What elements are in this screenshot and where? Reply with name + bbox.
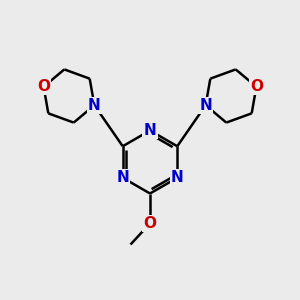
Text: N: N xyxy=(199,98,212,113)
Text: N: N xyxy=(116,170,129,185)
Text: N: N xyxy=(171,170,184,185)
Text: O: O xyxy=(37,79,50,94)
Text: O: O xyxy=(143,216,157,231)
Text: N: N xyxy=(88,98,101,113)
Text: O: O xyxy=(250,79,263,94)
Text: N: N xyxy=(144,123,156,138)
